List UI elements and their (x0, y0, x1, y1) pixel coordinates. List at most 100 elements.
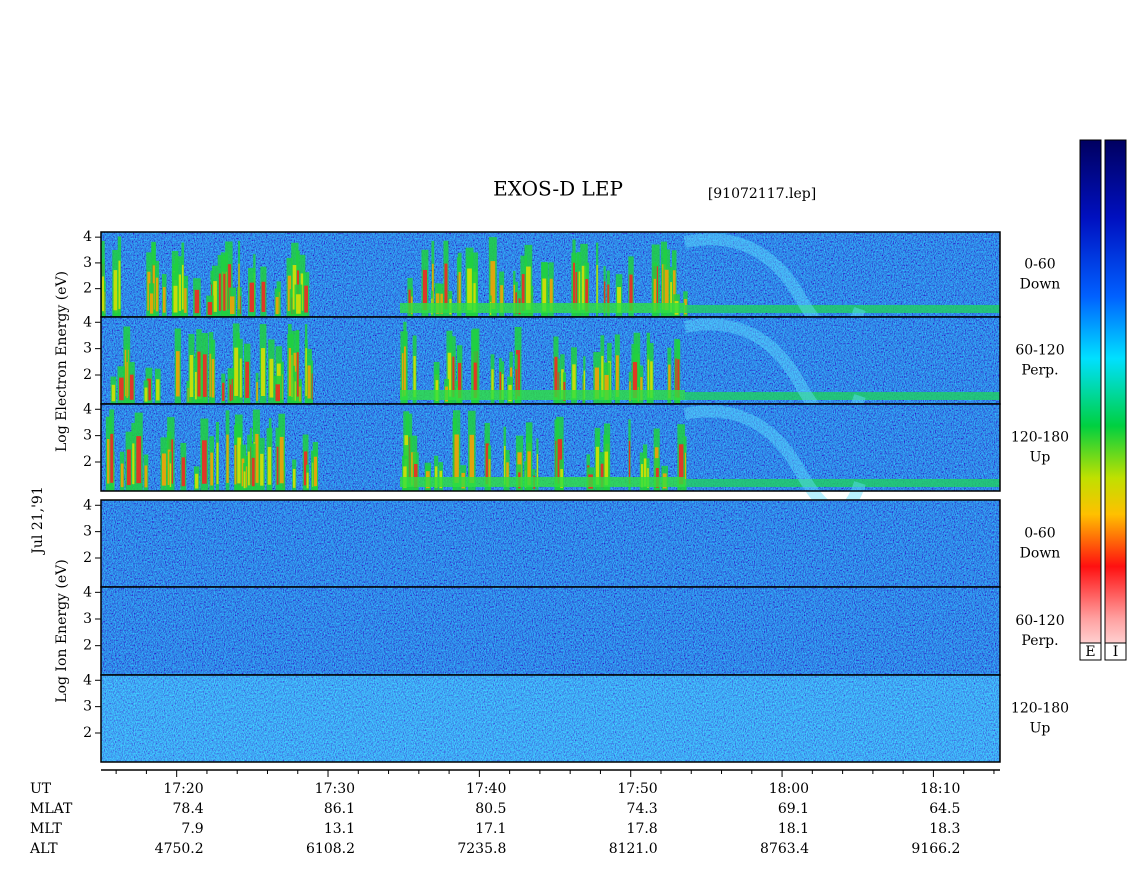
spectrogram-texture (175, 351, 180, 397)
spectrogram-texture (136, 436, 142, 484)
spectrogram-texture (296, 352, 299, 397)
panel-direction: Perp. (1021, 363, 1058, 379)
spectrogram-texture (261, 281, 266, 312)
spectrogram-texture (211, 358, 215, 398)
title: EXOS-D LEP (493, 177, 623, 201)
ephemeris-value: 17.8 (627, 821, 658, 837)
spectrogram-texture (601, 355, 604, 398)
spectrogram-texture (668, 364, 671, 399)
y-tick-label: 4 (83, 314, 92, 330)
spectrogram-texture (222, 382, 225, 401)
x-tick-label: 18:00 (769, 781, 809, 797)
ephemeris-value: 4750.2 (155, 841, 204, 857)
spectrogram-background (101, 587, 1000, 675)
ephemeris-value: 69.1 (778, 801, 809, 817)
y-axis-label: Log Ion Energy (eV) (54, 559, 70, 702)
spectrogram-texture (216, 442, 219, 485)
x-tick-label: 17:50 (617, 781, 657, 797)
ephemeris-value: 18.3 (929, 821, 960, 837)
colorbar-label: E (1085, 644, 1095, 660)
ephemeris-value: 9166.2 (911, 841, 960, 857)
spectrogram-texture (594, 367, 600, 399)
spectrogram-texture (526, 266, 531, 310)
spectrogram-texture (111, 384, 116, 402)
spectrogram-texture (161, 453, 167, 486)
spectrogram-texture (275, 384, 281, 402)
spectrogram-texture (167, 449, 171, 486)
spectrogram-texture (581, 265, 587, 310)
spectrogram-texture (194, 289, 200, 314)
spectrogram-texture (629, 274, 633, 311)
y-tick-label: 2 (83, 725, 92, 741)
spectrogram-texture (515, 369, 518, 400)
date-label: Jul 21,'91 (30, 486, 46, 555)
y-tick-label: 3 (83, 699, 92, 715)
panel-angle: 0-60 (1024, 257, 1055, 273)
panel-angle: 60-120 (1015, 343, 1064, 359)
spectrogram-texture (147, 271, 151, 311)
spectrogram-texture (447, 352, 452, 397)
spectrogram-texture (146, 378, 151, 401)
spectrogram-texture (604, 451, 609, 486)
y-tick-label: 3 (83, 255, 92, 271)
spectrogram-texture (307, 365, 311, 399)
spectrogram-texture (685, 305, 1000, 313)
spectrogram-texture (450, 356, 455, 398)
spectrogram-texture (595, 446, 600, 485)
spectrogram-texture (514, 292, 518, 314)
spectrogram-texture (400, 303, 685, 313)
spectrogram-texture (305, 348, 307, 397)
spectrogram-texture (254, 433, 259, 483)
spectrogram-texture (542, 278, 547, 312)
spectrogram-texture (313, 456, 318, 487)
panel-direction: Down (1020, 546, 1061, 562)
y-tick-label: 4 (83, 497, 92, 513)
panel-direction: Up (1030, 721, 1051, 737)
spectrogram-texture (585, 278, 589, 312)
spectrogram-texture (267, 446, 272, 485)
spectrogram-texture (260, 453, 264, 486)
spectrogram-texture (119, 377, 124, 401)
spectrogram-texture (536, 454, 539, 486)
ephemeris-label: MLAT (30, 801, 73, 817)
ephemeris-value: 80.5 (475, 801, 506, 817)
file-name: [91072117.lep] (708, 186, 816, 202)
spectrogram-texture (408, 289, 412, 314)
spectrogram-texture (577, 271, 581, 311)
spectrogram-texture (245, 361, 250, 398)
x-tick-label: 18:10 (920, 781, 960, 797)
spectrogram-texture (229, 384, 232, 402)
spectrogram-texture (400, 390, 685, 400)
panel-direction: Down (1020, 277, 1061, 293)
spectrogram-texture (583, 370, 585, 400)
spectrogram-texture (269, 358, 274, 398)
spectrogram-texture (102, 276, 105, 312)
spectrogram-texture (672, 270, 676, 311)
spectrogram-texture (549, 278, 553, 312)
y-tick-label: 2 (83, 638, 92, 654)
spectrogram-texture (403, 466, 407, 488)
spectrogram-texture (132, 443, 135, 485)
spectrogram-texture (554, 356, 558, 398)
colorbar (1079, 139, 1102, 661)
spectrogram-texture (275, 297, 279, 315)
spectrogram-texture (156, 379, 160, 401)
ephemeris-value: 64.5 (929, 801, 960, 817)
spectrogram-texture (144, 387, 148, 402)
spectrogram-texture (458, 272, 461, 311)
ephemeris-value: 6108.2 (306, 841, 355, 857)
panel-direction: Up (1030, 450, 1051, 466)
spectrogram-texture (499, 371, 502, 400)
spectrogram-texture (647, 359, 650, 398)
spectrogram-texture (473, 362, 477, 399)
colorbar-label-box (1079, 642, 1102, 661)
y-axis-label: Log Electron Energy (eV) (54, 271, 70, 452)
spectrogram-texture (213, 281, 217, 312)
y-tick-label: 4 (83, 672, 92, 688)
spectrogram-texture (467, 268, 472, 311)
spectrogram-texture (236, 437, 242, 484)
x-tick-label: 17:40 (466, 781, 506, 797)
spectrogram-texture (173, 285, 178, 313)
spectrogram-texture (226, 434, 229, 483)
